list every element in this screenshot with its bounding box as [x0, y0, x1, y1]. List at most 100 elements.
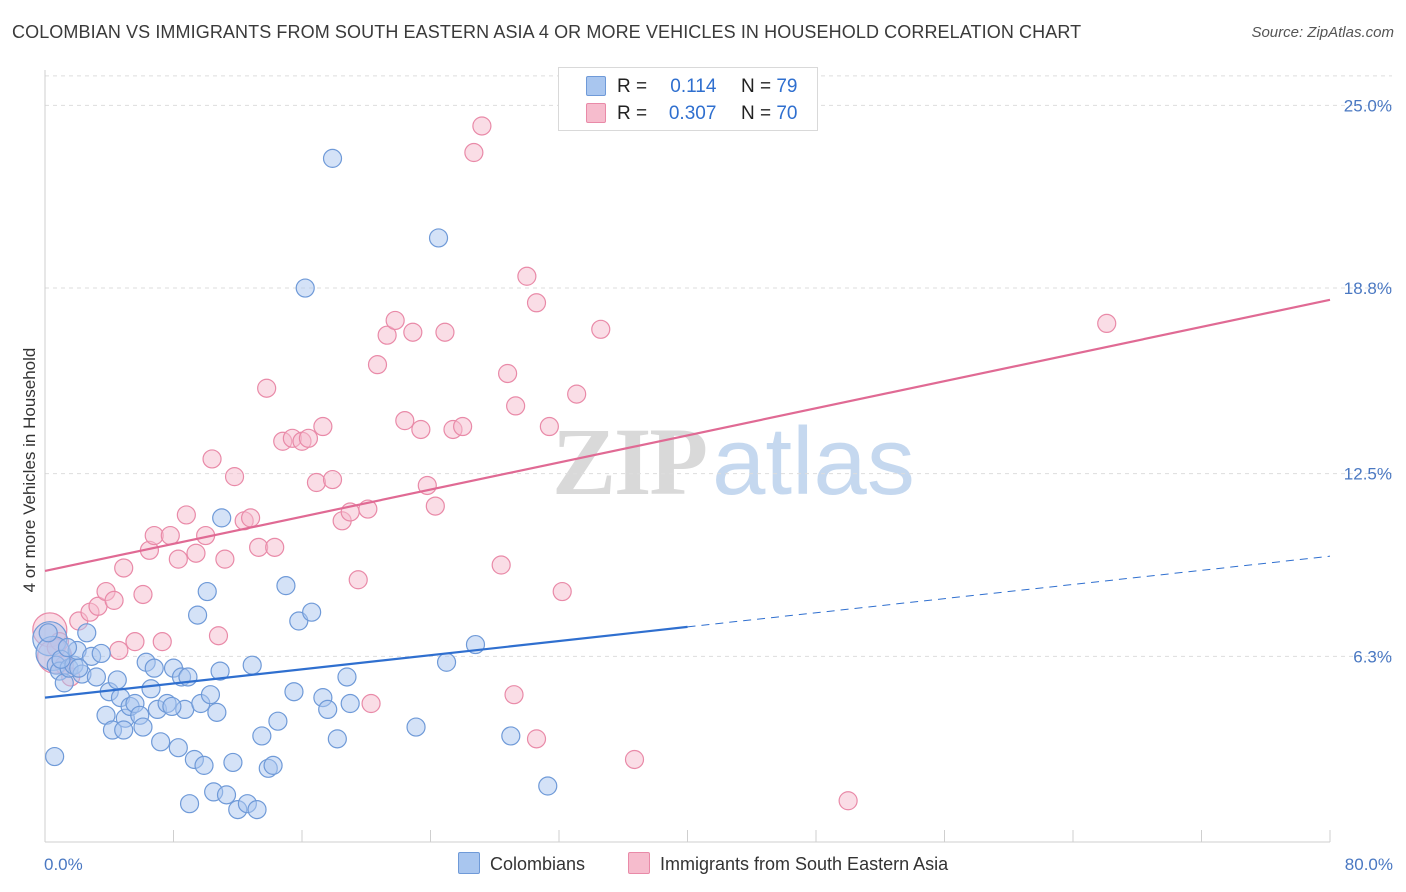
data-point-immigrant [160, 525, 180, 546]
data-point-immigrant [498, 363, 518, 384]
data-point-immigrant [152, 632, 172, 652]
source-label: Source: ZipAtlas.com [1251, 24, 1394, 41]
legend-r-label: R = [617, 76, 648, 97]
data-point-immigrant [133, 584, 153, 605]
data-point-colombian [114, 720, 134, 740]
data-point-immigrant [257, 378, 277, 398]
data-point-colombian [284, 682, 304, 702]
data-point-immigrant [125, 632, 145, 652]
data-point-colombian [210, 661, 230, 681]
data-point-colombian [86, 667, 107, 687]
trend-line-colombians [44, 625, 688, 699]
watermark-atlas: atlas [712, 408, 915, 515]
data-point-immigrant [298, 428, 319, 448]
data-point-colombian [207, 702, 227, 722]
data-point-colombian [144, 658, 164, 678]
data-point-immigrant [517, 266, 537, 286]
data-point-immigrant [435, 322, 455, 342]
data-point-immigrant [526, 729, 547, 749]
data-point-immigrant [322, 469, 343, 490]
data-point-immigrant [411, 419, 431, 440]
bottom-legend-label-immigrants: Immigrants from South Eastern Asia [660, 854, 949, 874]
data-point-colombian [194, 755, 214, 775]
data-point-colombian [151, 732, 171, 752]
data-point-immigrant [624, 749, 645, 770]
data-point-immigrant [361, 693, 381, 714]
data-point-immigrant [114, 558, 134, 578]
data-point-colombian [212, 508, 232, 528]
data-point-colombian [77, 623, 97, 643]
watermark: ZIPatlas [552, 406, 915, 517]
data-point-immigrant [348, 570, 368, 590]
data-point-immigrant [202, 449, 222, 469]
x-tick-label-min: 0.0% [44, 855, 83, 874]
data-point-immigrant [306, 472, 327, 493]
data-point-immigrant [506, 396, 526, 416]
x-tick-label-max: 80.0% [1345, 855, 1393, 874]
data-point-immigrant [425, 496, 445, 516]
data-point-colombian [133, 717, 153, 737]
data-point-colombian [69, 658, 89, 678]
data-point-colombian [223, 752, 243, 773]
data-point-immigrant [567, 384, 587, 404]
data-point-immigrant [552, 581, 572, 602]
data-point-immigrant [395, 411, 415, 431]
data-point-colombian [107, 670, 127, 690]
data-point-colombian [45, 746, 65, 767]
y-tick-label: 25.0% [1344, 96, 1392, 115]
bottom-legend-immigrants: Immigrants from South Eastern Asia [628, 852, 948, 875]
data-point-colombian [263, 755, 283, 775]
data-point-colombian [340, 693, 360, 714]
y-tick-label: 18.8% [1344, 279, 1392, 298]
data-point-colombian [302, 602, 322, 622]
data-point-immigrant [208, 626, 229, 646]
data-point-colombian [276, 576, 296, 596]
data-point-immigrant [472, 116, 492, 136]
data-point-colombian [200, 685, 221, 705]
data-point-immigrant [838, 791, 858, 811]
legend-r-value-colombians: 0.114 [670, 76, 717, 97]
legend-n-value-colombians: 79 [776, 76, 798, 97]
y-tick-label: 6.3% [1353, 647, 1392, 666]
data-point-immigrant [453, 416, 473, 437]
data-point-colombian [91, 643, 111, 664]
legend-swatch-immigrants [586, 103, 606, 123]
data-point-colombian [216, 785, 237, 805]
y-tick-label: 12.5% [1344, 465, 1392, 484]
legend-text-immigrants: R = 0.307 N = 70 [617, 103, 797, 125]
data-point-colombian [197, 581, 217, 602]
data-point-immigrant [215, 549, 235, 569]
bottom-legend-swatch-colombians [458, 852, 480, 874]
data-point-colombian [268, 711, 288, 731]
data-point-immigrant [526, 293, 547, 313]
data-point-colombian [141, 679, 161, 699]
data-point-colombian [179, 794, 200, 814]
data-point-colombian [57, 637, 78, 658]
data-point-colombian [501, 726, 521, 746]
data-point-colombian [327, 729, 347, 749]
data-point-colombian [337, 667, 357, 687]
data-point-immigrant [591, 319, 611, 339]
data-point-immigrant [464, 142, 484, 163]
data-point-immigrant [176, 505, 196, 525]
legend-n-label: N = [740, 76, 772, 97]
data-point-colombian [168, 738, 188, 758]
chart-title: COLOMBIAN VS IMMIGRANTS FROM SOUTH EASTE… [12, 22, 1082, 42]
data-point-immigrant [241, 508, 261, 528]
data-point-immigrant [367, 355, 388, 375]
trend-line-immigrants [44, 298, 1331, 572]
data-point-colombian [318, 699, 338, 720]
watermark-zip: ZIP [552, 408, 708, 515]
data-point-colombian [295, 278, 315, 298]
trend-line-colombians-extrapolated [687, 555, 1331, 628]
data-point-immigrant [385, 310, 405, 331]
data-point-immigrant [144, 525, 164, 546]
legend-text-colombians: R = 0.114 N = 79 [617, 76, 797, 98]
correlation-legend: R = 0.114 N = 79 R = 0.307 N = 70 [558, 67, 818, 131]
data-point-colombian [436, 652, 457, 672]
data-point-colombian [252, 726, 272, 746]
data-point-colombian [187, 605, 208, 625]
data-point-immigrant [168, 549, 188, 569]
legend-n-value-immigrants: 70 [776, 103, 798, 124]
